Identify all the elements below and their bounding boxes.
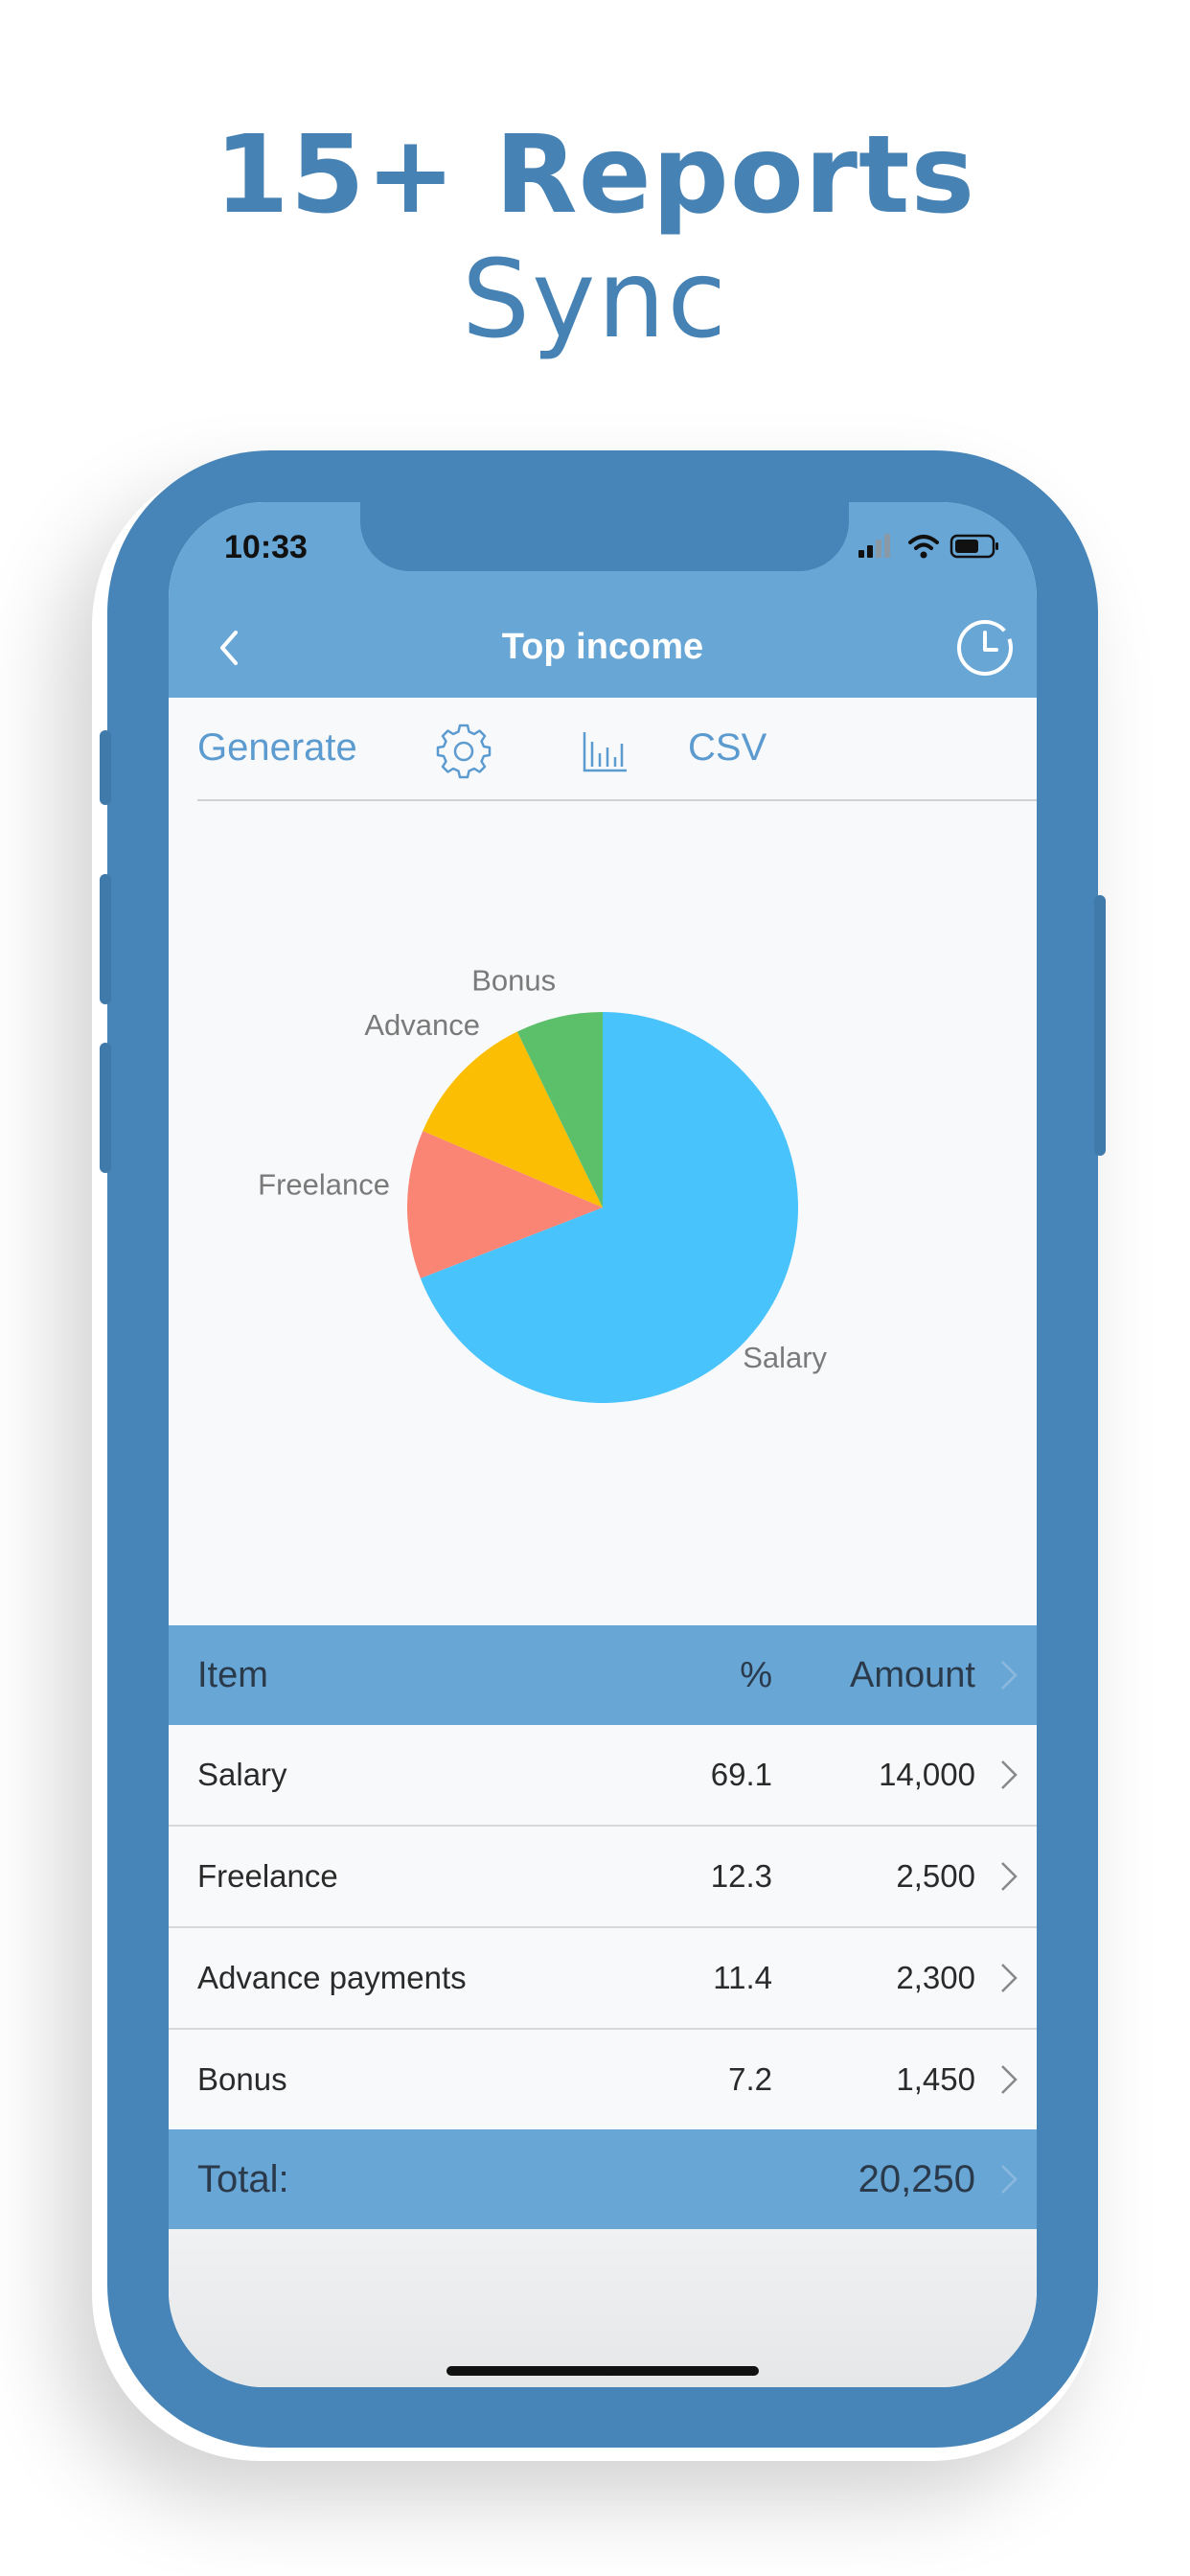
chevron-left-icon[interactable] <box>205 619 253 677</box>
table-total[interactable]: Total: 20,250 <box>169 2129 1037 2229</box>
chevron-right-icon[interactable] <box>998 1758 1019 1792</box>
pie-label-advance: Advance <box>364 1008 480 1042</box>
row-item: Salary <box>197 1757 287 1792</box>
row-amount: 1,450 <box>896 2061 975 2097</box>
phone-screen: 10:33 Top income <box>169 502 1037 2387</box>
row-percent: 7.2 <box>728 2061 772 2097</box>
row-percent: 12.3 <box>710 1858 772 1894</box>
signal-icon <box>858 534 890 558</box>
table-row[interactable]: Salary 69.1 14,000 <box>169 1725 1037 1827</box>
promo-headline: 15+ Reports Sync <box>0 113 1190 362</box>
row-amount: 14,000 <box>879 1757 975 1792</box>
phone-notch <box>360 502 849 571</box>
row-percent: 69.1 <box>710 1757 772 1792</box>
nav-bar: 10:33 Top income <box>169 502 1037 698</box>
total-label: Total: <box>197 2158 289 2200</box>
row-item: Advance payments <box>197 1960 467 1995</box>
row-amount: 2,300 <box>896 1960 975 1995</box>
toolbar-divider <box>197 799 1037 801</box>
header-item: Item <box>197 1655 268 1695</box>
pie-label-salary: Salary <box>743 1341 827 1374</box>
csv-button[interactable]: CSV <box>688 726 767 769</box>
phone-volume-up <box>100 874 111 1004</box>
clock-icon[interactable] <box>954 617 1016 678</box>
phone-silent-switch <box>100 730 111 805</box>
pie-slice-freelance[interactable] <box>407 1131 603 1278</box>
status-time: 10:33 <box>224 529 308 565</box>
header-amount[interactable]: Amount <box>850 1655 975 1695</box>
pie-label-bonus: Bonus <box>471 964 556 998</box>
pie-slice-advance[interactable] <box>423 1031 603 1208</box>
pie-chart: Salary Freelance Advance Bonus <box>258 964 828 1403</box>
promo-subtitle: Sync <box>462 238 728 362</box>
row-percent: 11.4 <box>713 1960 772 1995</box>
generate-button[interactable]: Generate <box>197 726 357 769</box>
pie-slice-salary[interactable] <box>420 1012 798 1403</box>
chevron-right-icon[interactable] <box>998 1961 1019 1995</box>
report-table: Item % Amount Salary 69.1 14,000 Freelan… <box>169 1625 1037 2229</box>
bottom-empty-area <box>169 2229 1037 2387</box>
promo-title: 15+ Reports <box>214 113 976 238</box>
phone-volume-down <box>100 1043 111 1173</box>
row-item: Bonus <box>197 2061 287 2097</box>
row-item: Freelance <box>197 1858 338 1894</box>
pie-label-freelance: Freelance <box>258 1168 390 1202</box>
page-title: Top income <box>501 627 704 667</box>
table-header: Item % Amount <box>169 1625 1037 1725</box>
chevron-right-icon[interactable] <box>998 1859 1019 1894</box>
row-amount: 2,500 <box>896 1858 975 1894</box>
status-icons <box>858 534 998 559</box>
phone-power-button <box>1094 895 1106 1156</box>
bar-chart-icon[interactable] <box>577 723 634 780</box>
battery-icon <box>950 534 998 559</box>
table-row[interactable]: Advance payments 11.4 2,300 <box>169 1928 1037 2030</box>
home-indicator[interactable] <box>446 2366 759 2376</box>
table-row[interactable]: Bonus 7.2 1,450 <box>169 2030 1037 2129</box>
total-amount: 20,250 <box>858 2158 975 2200</box>
table-row[interactable]: Freelance 12.3 2,500 <box>169 1827 1037 1928</box>
gear-icon[interactable] <box>435 723 492 780</box>
chevron-right-icon[interactable] <box>998 2062 1019 2097</box>
pie-chart-area: Salary Freelance Advance Bonus <box>169 805 1037 1625</box>
chevron-right-icon[interactable] <box>998 2162 1019 2196</box>
pie-slice-bonus[interactable] <box>516 1012 603 1208</box>
header-percent: % <box>740 1655 772 1695</box>
report-toolbar: Generate CSV <box>169 698 1037 803</box>
wifi-icon <box>908 535 939 559</box>
chevron-right-icon[interactable] <box>998 1658 1019 1692</box>
